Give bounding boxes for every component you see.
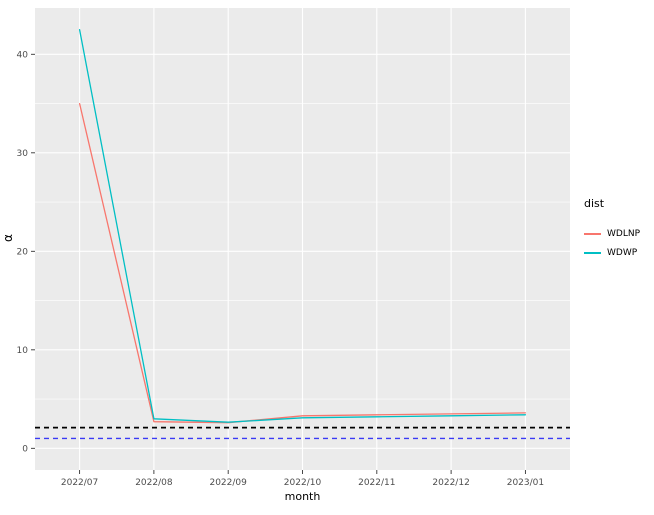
y-tick-label: 0 bbox=[22, 444, 28, 454]
x-tick-label: 2023/01 bbox=[507, 478, 544, 488]
x-tick-label: 2022/07 bbox=[61, 478, 98, 488]
y-tick-label: 20 bbox=[17, 247, 29, 257]
series-line-wdwp bbox=[78, 29, 527, 423]
x-tick-label: 2022/09 bbox=[209, 478, 247, 488]
legend-item-label: WDLNP bbox=[607, 228, 641, 239]
y-tick-label: 30 bbox=[17, 149, 29, 159]
x-tick-label: 2022/12 bbox=[432, 478, 469, 488]
x-tick-label: 2022/11 bbox=[358, 478, 395, 488]
legend-line-swatch bbox=[584, 232, 601, 235]
legend-items: WDLNP WDWP bbox=[584, 224, 640, 262]
series-line-wdlnp bbox=[78, 102, 527, 424]
legend-item-label: WDWP bbox=[607, 247, 638, 258]
y-axis-title: α bbox=[0, 234, 15, 242]
x-axis-title: month bbox=[284, 490, 321, 503]
legend-item-wdwp: WDWP bbox=[584, 243, 640, 262]
y-tick-label: 10 bbox=[17, 346, 29, 356]
x-tick-label: 2022/08 bbox=[135, 478, 173, 488]
legend-item-wdlnp: WDLNP bbox=[584, 224, 640, 243]
y-tick-label: 40 bbox=[17, 50, 29, 60]
legend-line-swatch bbox=[584, 251, 601, 254]
legend-title: dist bbox=[584, 197, 605, 210]
legend: dist WDLNP WDWP bbox=[584, 197, 640, 262]
x-tick-label: 2022/10 bbox=[284, 478, 322, 488]
